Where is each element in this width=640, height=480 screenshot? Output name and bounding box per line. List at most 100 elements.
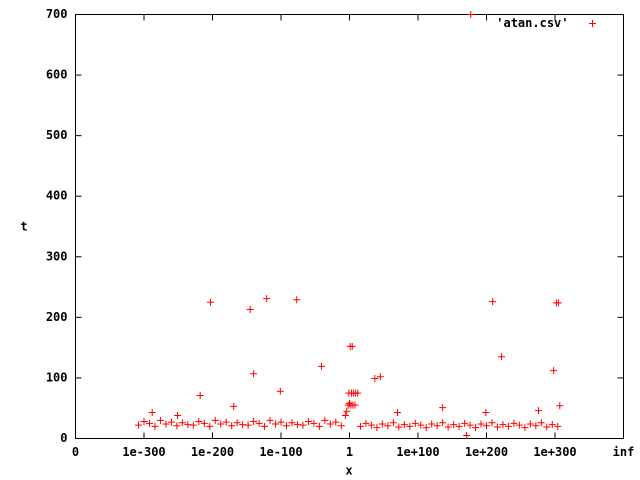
y-tick-label: 100 bbox=[46, 370, 68, 384]
point bbox=[255, 419, 263, 427]
point bbox=[510, 419, 518, 427]
point bbox=[554, 422, 562, 430]
point bbox=[272, 420, 280, 428]
point bbox=[151, 422, 159, 430]
y-tick-label: 700 bbox=[46, 7, 68, 21]
point bbox=[482, 408, 490, 416]
point bbox=[211, 416, 219, 424]
point bbox=[321, 416, 329, 424]
point bbox=[439, 419, 447, 427]
x-tick-label: inf bbox=[613, 445, 635, 459]
point bbox=[250, 370, 258, 378]
x-tick-label: 1e-200 bbox=[191, 445, 234, 459]
point bbox=[354, 389, 362, 397]
point bbox=[145, 419, 153, 427]
point bbox=[373, 424, 381, 432]
point bbox=[499, 421, 507, 429]
point bbox=[535, 407, 543, 415]
point bbox=[277, 418, 285, 426]
point bbox=[135, 421, 143, 429]
point bbox=[477, 420, 485, 428]
point bbox=[367, 421, 375, 429]
point bbox=[395, 423, 403, 431]
point bbox=[406, 422, 414, 430]
point bbox=[341, 411, 349, 419]
point bbox=[293, 421, 301, 429]
point bbox=[263, 295, 271, 303]
point bbox=[463, 431, 471, 439]
point bbox=[148, 408, 156, 416]
point bbox=[276, 387, 284, 395]
point bbox=[548, 421, 556, 429]
point bbox=[162, 420, 170, 428]
point bbox=[332, 418, 340, 426]
x-tick-label: 1 bbox=[346, 445, 353, 459]
point bbox=[428, 420, 436, 428]
point bbox=[554, 299, 562, 307]
point bbox=[489, 298, 497, 306]
point bbox=[315, 422, 323, 430]
legend-label: 'atan.csv' bbox=[496, 16, 568, 30]
point bbox=[222, 418, 230, 426]
point bbox=[250, 418, 258, 426]
point bbox=[466, 421, 474, 429]
point bbox=[433, 422, 441, 430]
x-tick-label: 1e+300 bbox=[533, 445, 576, 459]
point bbox=[384, 422, 392, 430]
point bbox=[504, 422, 512, 430]
y-tick-label: 300 bbox=[46, 249, 68, 263]
point bbox=[304, 418, 312, 426]
point bbox=[346, 399, 353, 407]
point bbox=[266, 416, 274, 424]
point bbox=[217, 420, 225, 428]
point bbox=[317, 362, 325, 370]
point bbox=[362, 419, 370, 427]
y-tick-label: 400 bbox=[46, 189, 68, 203]
x-tick-label: 1e-300 bbox=[122, 445, 165, 459]
y-tick-label: 600 bbox=[46, 68, 68, 82]
x-axis-label: x bbox=[345, 464, 352, 478]
point bbox=[140, 418, 148, 426]
point bbox=[246, 305, 254, 313]
point bbox=[376, 373, 384, 381]
point bbox=[356, 422, 364, 430]
point bbox=[498, 353, 506, 361]
point bbox=[343, 407, 351, 415]
point bbox=[196, 391, 204, 399]
point bbox=[515, 421, 523, 429]
point bbox=[493, 423, 501, 431]
y-tick-label: 0 bbox=[60, 431, 67, 445]
point bbox=[371, 375, 379, 383]
point bbox=[444, 423, 452, 431]
point bbox=[455, 422, 463, 430]
point bbox=[228, 422, 236, 430]
point bbox=[244, 421, 252, 429]
point bbox=[230, 402, 238, 410]
point bbox=[411, 419, 419, 427]
point bbox=[532, 422, 540, 430]
point bbox=[310, 419, 318, 427]
point bbox=[288, 419, 296, 427]
point bbox=[326, 420, 334, 428]
point bbox=[299, 421, 307, 429]
point bbox=[178, 419, 186, 427]
x-tick-label: 1e+200 bbox=[465, 445, 508, 459]
point bbox=[293, 296, 301, 304]
point bbox=[450, 421, 458, 429]
point bbox=[537, 419, 545, 427]
point bbox=[550, 367, 558, 375]
point bbox=[556, 402, 564, 410]
point bbox=[206, 298, 214, 306]
point bbox=[483, 422, 490, 430]
point bbox=[400, 421, 408, 429]
point bbox=[184, 421, 192, 429]
point bbox=[173, 422, 181, 430]
point bbox=[417, 421, 425, 429]
point bbox=[337, 422, 345, 430]
point bbox=[461, 419, 469, 427]
x-tick-label: 1e-100 bbox=[259, 445, 302, 459]
point bbox=[348, 342, 356, 350]
legend-marker bbox=[589, 20, 596, 27]
point bbox=[282, 422, 290, 430]
